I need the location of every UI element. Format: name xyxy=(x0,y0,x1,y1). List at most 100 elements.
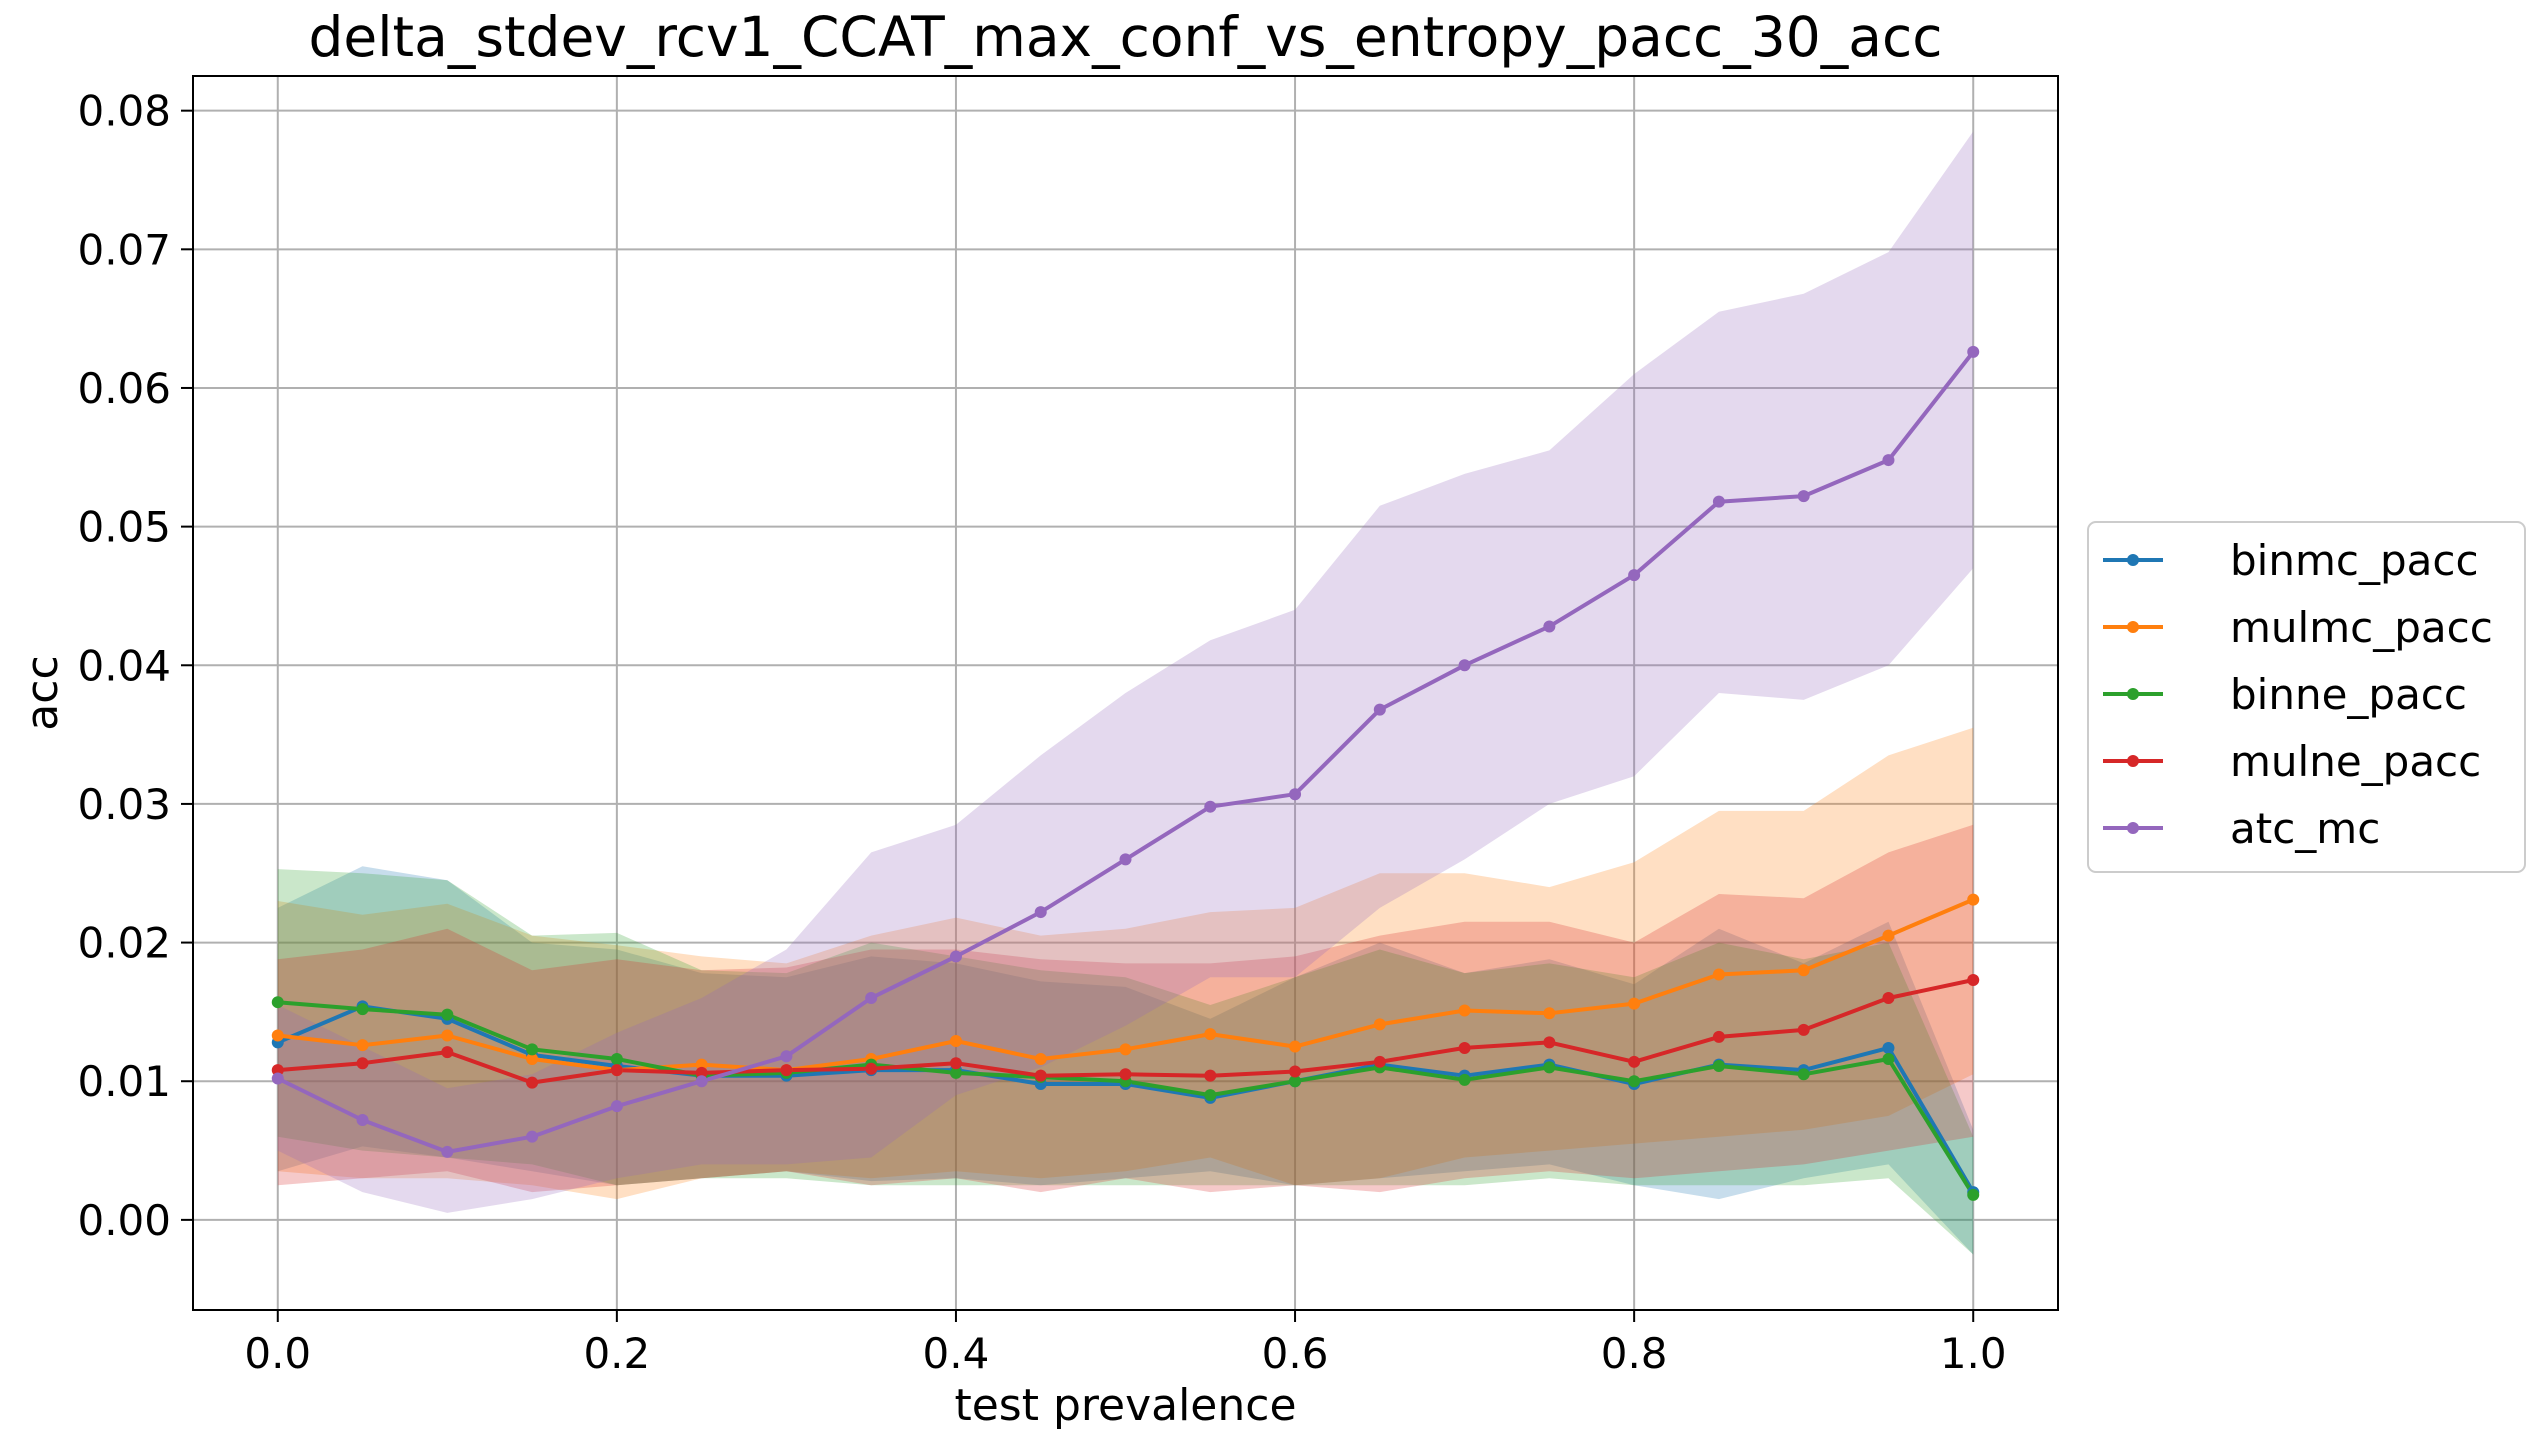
mulne_pacc-point xyxy=(1289,1065,1302,1078)
y-tick-label: 0.03 xyxy=(77,780,171,829)
y-tick-label: 0.08 xyxy=(77,87,171,136)
binne_pacc-band xyxy=(277,869,1974,1255)
legend-label: binmc_pacc xyxy=(2230,536,2479,585)
mulmc_pacc-point xyxy=(1034,1053,1047,1066)
legend: binmc_pacc mulmc_pacc binne_pacc mulne_pacc… xyxy=(2087,521,2526,873)
y-axis-label: acc xyxy=(17,655,68,730)
atc_mc-point xyxy=(1712,495,1725,508)
mulne_pacc-point xyxy=(610,1064,623,1077)
atc_mc-point xyxy=(1458,659,1471,672)
mulmc_pacc-point xyxy=(271,1029,284,1042)
mulne_pacc-point xyxy=(1628,1055,1641,1068)
binne_pacc-point xyxy=(949,1066,962,1079)
binne_pacc-point xyxy=(271,996,284,1009)
mulne_pacc-legend-marker xyxy=(2127,755,2139,767)
atc_mc-point xyxy=(526,1130,539,1143)
binne_pacc-point xyxy=(1458,1073,1471,1086)
mulmc_pacc-point xyxy=(526,1053,539,1066)
y-tick-label: 0.07 xyxy=(77,225,171,274)
mulne_pacc-point xyxy=(1797,1023,1810,1036)
mulne_pacc-point xyxy=(1967,974,1980,987)
legend-box xyxy=(2087,521,2526,873)
binne_pacc-legend-marker xyxy=(2127,688,2139,700)
mulne_pacc-point xyxy=(1119,1068,1132,1081)
mulmc_pacc-point xyxy=(1373,1018,1386,1031)
y-tick-label: 0.05 xyxy=(77,503,171,552)
series-points xyxy=(271,345,1980,1201)
plot-frame xyxy=(192,75,2059,1311)
binne_pacc-point xyxy=(1628,1075,1641,1088)
mulne_pacc-point xyxy=(1543,1036,1556,1049)
mulmc_pacc-point xyxy=(949,1035,962,1048)
y-tick-label: 0.01 xyxy=(77,1057,171,1106)
x-axis-label: test prevalence xyxy=(954,1380,1296,1431)
binne_pacc-point xyxy=(526,1043,539,1056)
atc_mc-point xyxy=(1882,454,1895,467)
atc_mc-point xyxy=(949,950,962,963)
atc_mc-point xyxy=(1373,703,1386,716)
binne_pacc-point xyxy=(1882,1053,1895,1066)
y-axis-ticks: 0.00 0.01 0.02 0.03 0.04 0.05 0.06 0.07 0.08 xyxy=(77,87,193,1245)
x-tick-label: 1.0 xyxy=(1940,1329,2007,1378)
mulmc_pacc-point xyxy=(695,1058,708,1071)
atc_mc-point xyxy=(610,1100,623,1113)
legend-label: mulmc_pacc xyxy=(2230,603,2493,652)
atc_mc-point xyxy=(441,1145,454,1158)
atc_mc-point xyxy=(865,992,878,1005)
mulne_pacc-point xyxy=(1373,1055,1386,1068)
mulne_pacc-point xyxy=(1034,1069,1047,1082)
legend-label: atc_mc xyxy=(2230,804,2380,853)
atc_mc-point xyxy=(1797,490,1810,503)
binne_pacc-point xyxy=(1289,1075,1302,1088)
mulmc_pacc-point xyxy=(1543,1007,1556,1020)
y-tick-label: 0.06 xyxy=(77,364,171,413)
mulmc_pacc-point xyxy=(1967,893,1980,906)
mulne_pacc-point xyxy=(1458,1041,1471,1054)
grid xyxy=(193,76,2058,1310)
mulmc_pacc-legend-marker xyxy=(2127,621,2139,633)
binne_pacc-point xyxy=(1204,1089,1217,1102)
chart-title: delta_stdev_rcv1_CCAT_max_conf_vs_entrop… xyxy=(309,5,1943,69)
x-tick-label: 0.2 xyxy=(583,1329,650,1378)
atc_mc-point xyxy=(1034,906,1047,919)
mulmc_pacc-point xyxy=(1204,1028,1217,1041)
mulne_pacc-point xyxy=(1882,992,1895,1005)
binne_pacc-point xyxy=(441,1008,454,1021)
mulne_pacc-point xyxy=(865,1062,878,1075)
mulmc_pacc-point xyxy=(1119,1043,1132,1056)
mulne_pacc-point xyxy=(695,1066,708,1079)
atc_mc-point xyxy=(1119,853,1132,866)
binne_pacc-point xyxy=(1967,1188,1980,1201)
binmc_pacc-legend-marker xyxy=(2127,554,2139,566)
legend-label: mulne_pacc xyxy=(2230,737,2481,786)
x-tick-label: 0.4 xyxy=(923,1329,990,1378)
mulne_pacc-point xyxy=(780,1064,793,1077)
mulne_pacc-point xyxy=(949,1057,962,1070)
mulne_pacc-point xyxy=(526,1076,539,1089)
mulmc_pacc-point xyxy=(1797,964,1810,977)
binne_pacc-point xyxy=(1712,1059,1725,1072)
y-tick-label: 0.00 xyxy=(77,1196,171,1245)
binne_pacc-point xyxy=(356,1003,369,1016)
atc_mc-point xyxy=(1628,569,1641,582)
mulne_pacc-point xyxy=(271,1064,284,1077)
atc_mc-point xyxy=(1204,800,1217,813)
mulne_pacc-point xyxy=(1712,1030,1725,1043)
mulmc_pacc-point xyxy=(1458,1004,1471,1017)
y-tick-label: 0.02 xyxy=(77,919,171,968)
atc_mc-band xyxy=(277,131,1974,1213)
mulmc_pacc-point xyxy=(441,1029,454,1042)
atc_mc-point xyxy=(695,1075,708,1088)
binne_pacc-point xyxy=(610,1053,623,1066)
atc_mc-point xyxy=(780,1050,793,1063)
mulmc_pacc-point xyxy=(1289,1040,1302,1053)
mulmc_pacc-point xyxy=(1882,929,1895,942)
atc_mc-point xyxy=(1967,345,1980,358)
mulmc_pacc-point xyxy=(1712,968,1725,981)
mulmc_pacc-point xyxy=(356,1039,369,1052)
atc_mc-point xyxy=(271,1072,284,1085)
mulne_pacc-point xyxy=(1204,1069,1217,1082)
atc_mc-point xyxy=(1543,620,1556,633)
x-tick-label: 0.8 xyxy=(1601,1329,1668,1378)
